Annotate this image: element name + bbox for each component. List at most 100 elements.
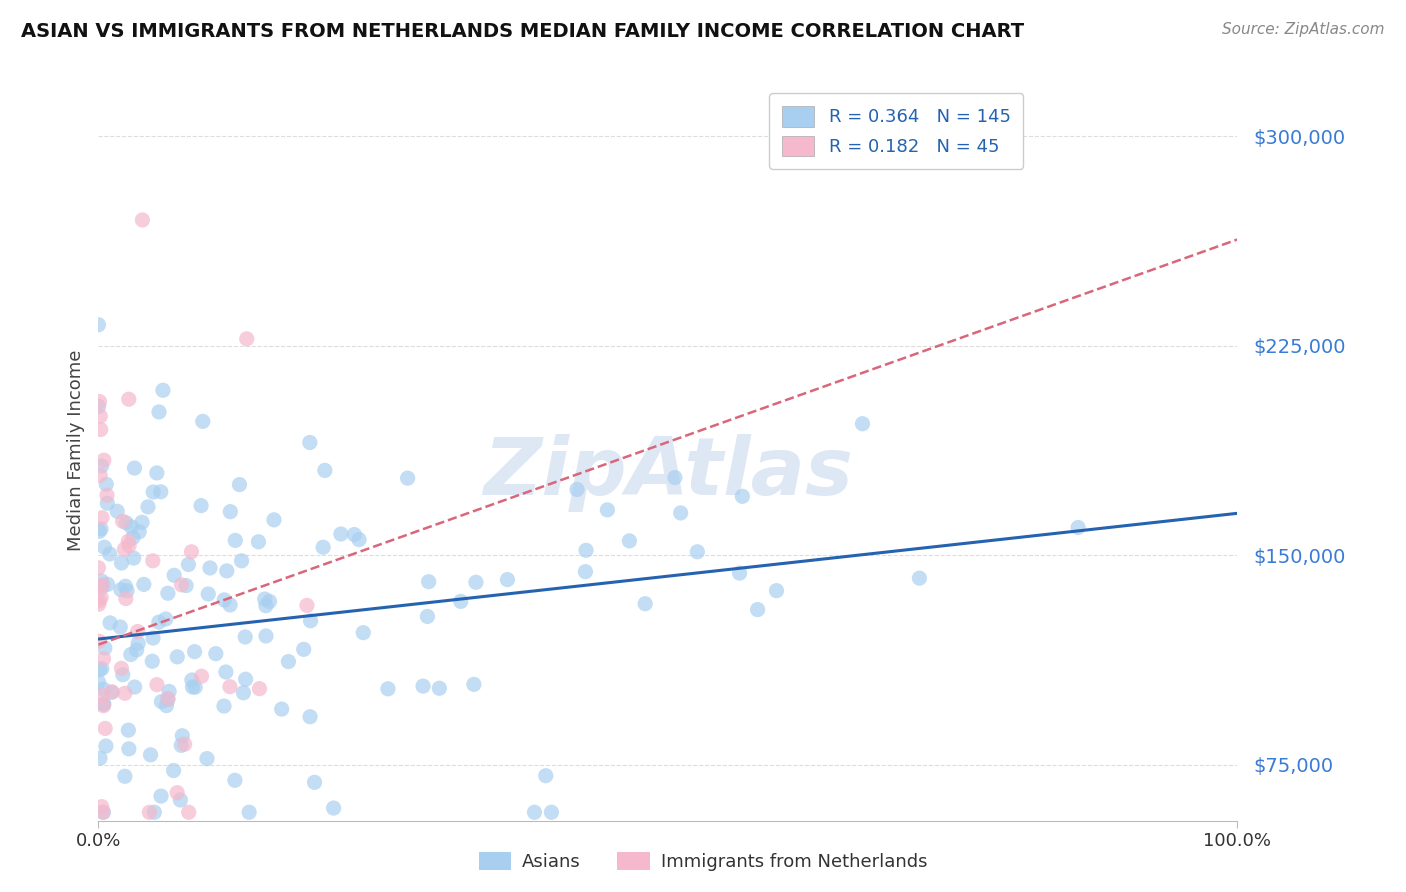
Point (259, 594, 281, 608)
Point (464, 575, 486, 590)
Point (166, 649, 188, 664)
Point (127, 624, 149, 639)
Point (664, 470, 686, 484)
Point (174, 578, 197, 592)
Point (669, 506, 692, 520)
Point (93, 697, 115, 711)
Point (138, 805, 160, 820)
Point (343, 527, 366, 541)
Point (89, 409, 111, 423)
Point (728, 566, 751, 581)
Point (91, 689, 114, 703)
Point (156, 692, 179, 706)
Point (204, 647, 226, 661)
Point (143, 805, 166, 820)
Point (96, 477, 118, 491)
Point (90, 662, 112, 676)
Point (496, 573, 519, 587)
Point (183, 645, 205, 659)
Point (396, 471, 419, 485)
Point (110, 661, 132, 675)
Point (156, 586, 179, 600)
Point (90, 799, 112, 814)
Point (170, 739, 193, 753)
Legend: R = 0.364   N = 145, R = 0.182   N = 45: R = 0.364 N = 145, R = 0.182 N = 45 (769, 93, 1024, 169)
Point (416, 609, 439, 624)
Point (156, 691, 179, 706)
Point (228, 477, 250, 491)
Point (93, 540, 115, 554)
Point (120, 520, 142, 534)
Point (87, 561, 110, 575)
Point (139, 747, 162, 762)
Point (169, 793, 191, 807)
Point (247, 534, 270, 549)
Point (115, 591, 138, 606)
Point (377, 681, 399, 696)
Point (91, 577, 114, 591)
Point (93, 805, 115, 820)
Point (198, 561, 221, 575)
Point (263, 513, 285, 527)
Point (122, 531, 145, 545)
Text: ZipAtlas: ZipAtlas (482, 434, 853, 512)
Point (219, 505, 242, 519)
Point (299, 710, 322, 724)
Point (231, 554, 253, 568)
Point (575, 543, 598, 558)
Point (87, 579, 110, 593)
Point (146, 678, 169, 692)
Point (117, 723, 139, 738)
Point (96, 496, 118, 510)
Point (149, 484, 172, 499)
Point (254, 629, 277, 643)
Point (89, 394, 111, 409)
Point (150, 695, 173, 709)
Point (93, 652, 115, 666)
Point (112, 542, 135, 557)
Text: Source: ZipAtlas.com: Source: ZipAtlas.com (1222, 22, 1385, 37)
Point (152, 384, 174, 398)
Point (190, 499, 212, 513)
Point (105, 504, 128, 518)
Point (110, 582, 132, 597)
Point (110, 620, 132, 634)
Point (118, 742, 141, 756)
Point (93, 697, 115, 711)
Point (89, 524, 111, 539)
Point (87, 318, 110, 332)
Point (212, 593, 235, 607)
Point (1067, 520, 1090, 534)
Point (87, 634, 110, 648)
Point (540, 805, 562, 820)
Point (118, 539, 141, 553)
Point (219, 680, 242, 694)
Point (191, 414, 214, 428)
Point (298, 435, 321, 450)
Point (111, 667, 134, 681)
Point (96, 488, 118, 502)
Point (93, 682, 115, 697)
Point (93, 453, 115, 467)
Point (90, 522, 112, 536)
Legend: Asians, Immigrants from Netherlands: Asians, Immigrants from Netherlands (472, 845, 934, 879)
Point (412, 679, 434, 693)
Point (312, 541, 335, 555)
Point (212, 699, 235, 714)
Point (93, 698, 115, 713)
Point (224, 533, 246, 548)
Point (155, 698, 177, 713)
Point (747, 602, 769, 616)
Point (181, 680, 204, 694)
Point (94, 739, 117, 753)
Point (142, 631, 165, 645)
Point (101, 685, 124, 699)
Point (90, 458, 112, 473)
Point (619, 533, 641, 548)
Point (253, 592, 276, 607)
Point (177, 558, 200, 572)
Point (136, 500, 159, 514)
Point (765, 583, 787, 598)
Point (215, 564, 238, 578)
Point (125, 643, 148, 657)
